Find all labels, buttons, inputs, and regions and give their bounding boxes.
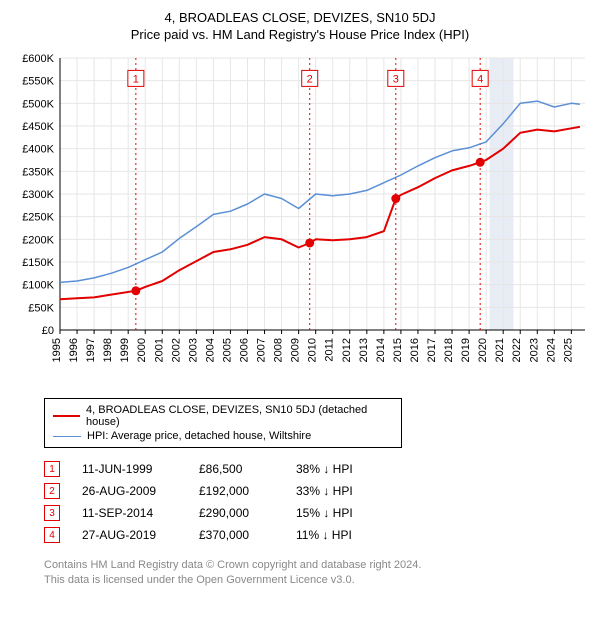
sale-row: 3 11-SEP-2014 £290,000 15% ↓ HPI — [44, 502, 590, 524]
legend-swatch — [53, 436, 81, 437]
svg-text:£250K: £250K — [22, 212, 54, 224]
svg-text:2003: 2003 — [187, 338, 199, 362]
svg-text:2019: 2019 — [460, 338, 472, 362]
svg-text:2000: 2000 — [136, 338, 148, 362]
svg-text:£350K: £350K — [22, 166, 54, 178]
svg-text:2016: 2016 — [409, 338, 421, 362]
svg-text:2005: 2005 — [221, 338, 233, 362]
sale-diff: 15% ↓ HPI — [296, 506, 386, 520]
svg-text:2: 2 — [307, 73, 313, 85]
svg-text:1996: 1996 — [68, 338, 80, 362]
svg-text:£300K: £300K — [22, 189, 54, 201]
footer-attribution: Contains HM Land Registry data © Crown c… — [44, 558, 590, 588]
svg-text:2025: 2025 — [562, 338, 574, 362]
svg-text:2008: 2008 — [273, 338, 285, 362]
svg-text:2006: 2006 — [239, 338, 251, 362]
sale-row: 4 27-AUG-2019 £370,000 11% ↓ HPI — [44, 524, 590, 546]
sale-price: £192,000 — [199, 484, 274, 498]
svg-text:1997: 1997 — [85, 338, 97, 362]
price-chart: £0 £50K £100K £150K £200K £250K £300K £350K £400… — [10, 50, 590, 390]
page-title: 4, BROADLEAS CLOSE, DEVIZES, SN10 5DJ — [10, 10, 590, 25]
sale-marker-icon: 4 — [44, 527, 60, 543]
sale-marker-icon: 1 — [44, 461, 60, 477]
page-subtitle: Price paid vs. HM Land Registry's House … — [10, 27, 590, 42]
footer-line: This data is licensed under the Open Gov… — [44, 573, 590, 588]
sale-diff: 33% ↓ HPI — [296, 484, 386, 498]
sale-row: 2 26-AUG-2009 £192,000 33% ↓ HPI — [44, 480, 590, 502]
svg-text:2015: 2015 — [392, 338, 404, 362]
svg-text:2017: 2017 — [426, 338, 438, 362]
svg-text:1999: 1999 — [119, 338, 131, 362]
svg-text:2023: 2023 — [528, 338, 540, 362]
legend-label: 4, BROADLEAS CLOSE, DEVIZES, SN10 5DJ (d… — [86, 404, 393, 428]
svg-text:£550K: £550K — [22, 76, 54, 88]
svg-text:£500K: £500K — [22, 98, 54, 110]
svg-text:£150K: £150K — [22, 257, 54, 269]
svg-text:£450K: £450K — [22, 121, 54, 133]
svg-text:£600K: £600K — [22, 53, 54, 65]
sale-marker-icon: 3 — [44, 505, 60, 521]
svg-text:2022: 2022 — [511, 338, 523, 362]
sale-price: £86,500 — [199, 462, 274, 476]
svg-text:2011: 2011 — [324, 338, 336, 362]
svg-text:2024: 2024 — [545, 338, 557, 362]
svg-text:£100K: £100K — [22, 280, 54, 292]
sale-date: 11-SEP-2014 — [82, 506, 177, 520]
svg-text:£200K: £200K — [22, 234, 54, 246]
svg-text:2014: 2014 — [375, 338, 387, 362]
svg-text:2018: 2018 — [443, 338, 455, 362]
svg-text:3: 3 — [393, 73, 399, 85]
svg-text:1: 1 — [133, 73, 139, 85]
sale-price: £290,000 — [199, 506, 274, 520]
sale-row: 1 11-JUN-1999 £86,500 38% ↓ HPI — [44, 458, 590, 480]
legend-item: HPI: Average price, detached house, Wilt… — [53, 429, 393, 443]
sale-date: 26-AUG-2009 — [82, 484, 177, 498]
sale-date: 27-AUG-2019 — [82, 528, 177, 542]
sale-diff: 38% ↓ HPI — [296, 462, 386, 476]
svg-text:1995: 1995 — [51, 338, 63, 362]
footer-line: Contains HM Land Registry data © Crown c… — [44, 558, 590, 573]
svg-text:£0: £0 — [42, 325, 54, 337]
sale-price: £370,000 — [199, 528, 274, 542]
sales-table: 1 11-JUN-1999 £86,500 38% ↓ HPI 2 26-AUG-2009… — [44, 458, 590, 546]
svg-text:2004: 2004 — [204, 338, 216, 362]
chart-legend: 4, BROADLEAS CLOSE, DEVIZES, SN10 5DJ (d… — [44, 398, 402, 448]
svg-text:2001: 2001 — [153, 338, 165, 362]
svg-text:£50K: £50K — [28, 302, 54, 314]
svg-text:2012: 2012 — [341, 338, 353, 362]
legend-swatch — [53, 415, 80, 417]
svg-text:2010: 2010 — [307, 338, 319, 362]
svg-text:4: 4 — [477, 73, 483, 85]
svg-text:2002: 2002 — [170, 338, 182, 362]
sale-diff: 11% ↓ HPI — [296, 528, 386, 542]
svg-text:2021: 2021 — [494, 338, 506, 362]
sale-marker-icon: 2 — [44, 483, 60, 499]
svg-text:£400K: £400K — [22, 144, 54, 156]
legend-label: HPI: Average price, detached house, Wilt… — [87, 430, 311, 442]
svg-text:2020: 2020 — [477, 338, 489, 362]
svg-text:2007: 2007 — [256, 338, 268, 362]
svg-text:2009: 2009 — [290, 338, 302, 362]
svg-text:2013: 2013 — [358, 338, 370, 362]
legend-item: 4, BROADLEAS CLOSE, DEVIZES, SN10 5DJ (d… — [53, 403, 393, 429]
sale-date: 11-JUN-1999 — [82, 462, 177, 476]
svg-text:1998: 1998 — [102, 338, 114, 362]
